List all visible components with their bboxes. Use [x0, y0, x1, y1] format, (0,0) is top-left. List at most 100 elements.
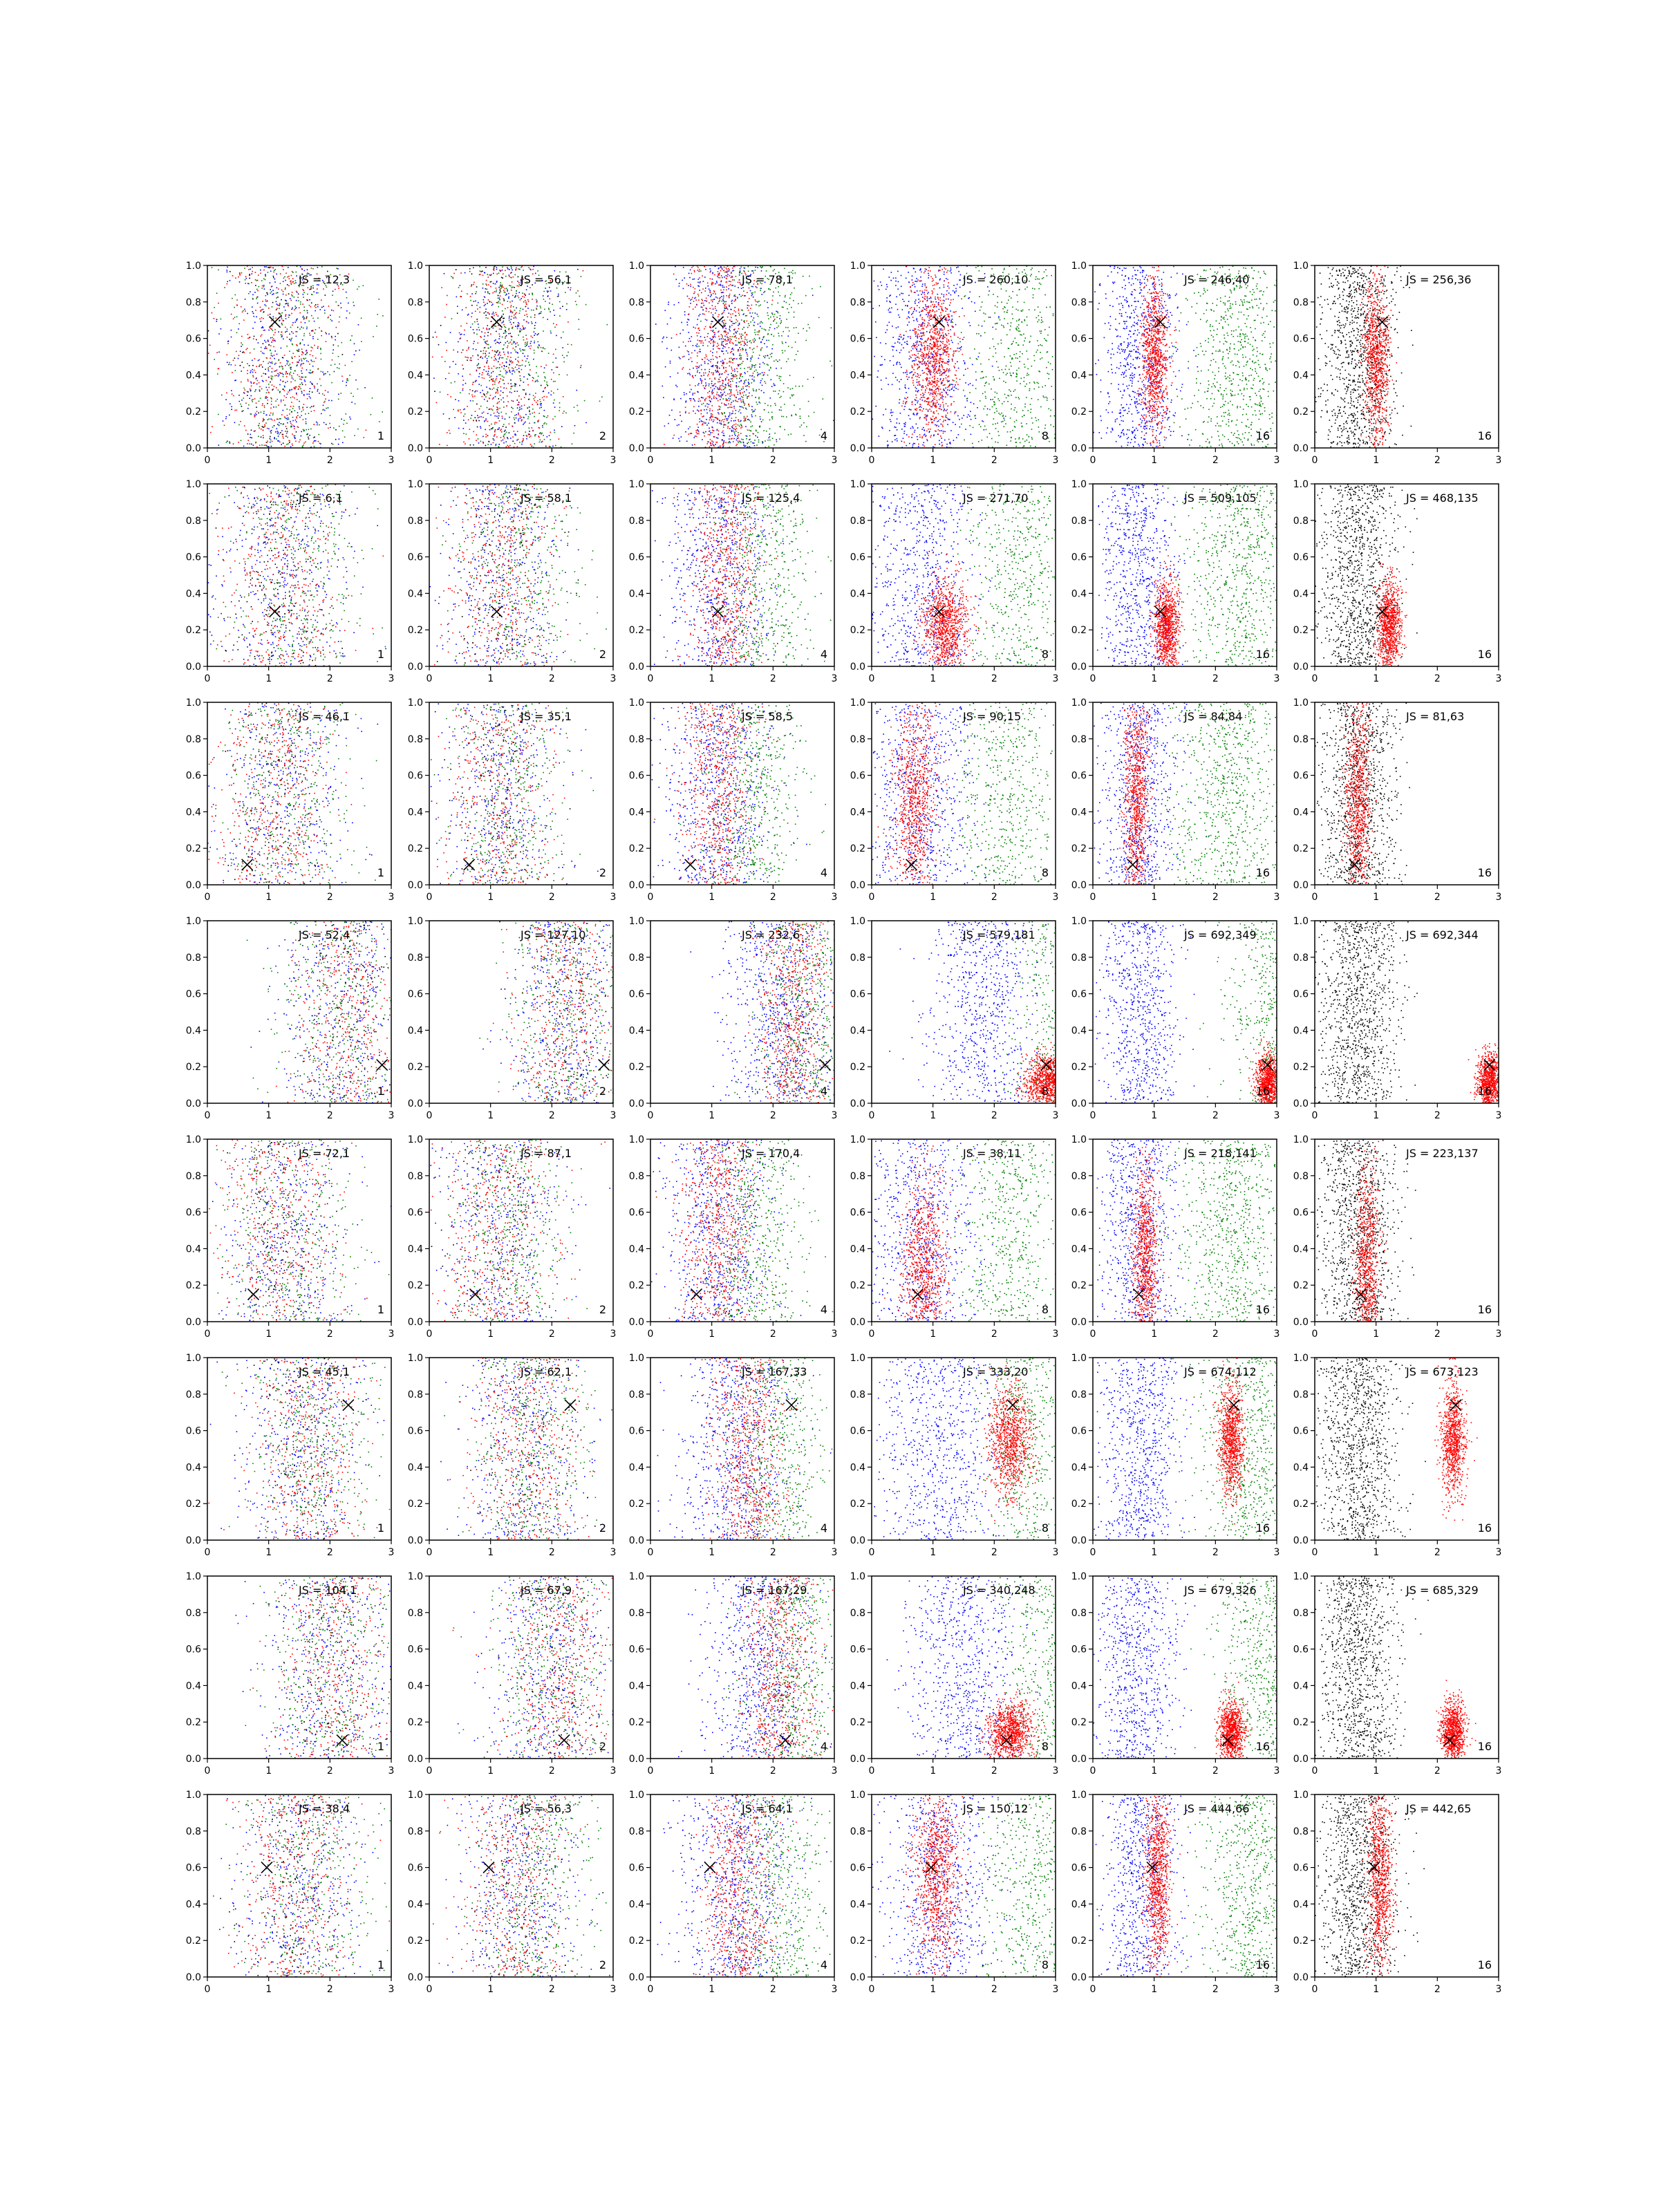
- scatter-point: [753, 325, 754, 326]
- scatter-point: [498, 393, 499, 394]
- scatter-point: [520, 365, 521, 366]
- scatter-point: [705, 431, 706, 433]
- scatter-point: [338, 399, 339, 400]
- scatter-point: [774, 361, 775, 362]
- scatter-point: [767, 333, 769, 335]
- scatter-point: [525, 328, 526, 329]
- scatter-point: [505, 336, 507, 337]
- scatter-point: [477, 308, 478, 310]
- scatter-point: [285, 303, 286, 305]
- scatter-point: [549, 446, 550, 447]
- scatter-point: [254, 415, 256, 417]
- scatter-point: [241, 371, 242, 372]
- scatter-point: [720, 385, 721, 386]
- scatter-point: [249, 365, 250, 366]
- scatter-point: [473, 431, 474, 433]
- scatter-point: [503, 357, 504, 359]
- scatter-point: [278, 359, 279, 361]
- scatter-point: [745, 379, 747, 381]
- scatter-point: [331, 336, 332, 337]
- scatter-point: [736, 428, 738, 429]
- scatter-point: [734, 301, 735, 302]
- scatter-point: [511, 407, 512, 409]
- scatter-point: [543, 295, 544, 297]
- scatter-point: [530, 435, 532, 437]
- scatter-point: [267, 403, 268, 404]
- scatter-point: [561, 337, 562, 339]
- scatter-point: [265, 397, 266, 399]
- scatter-point: [681, 322, 682, 324]
- scatter-point: [531, 341, 532, 342]
- scatter-point: [915, 299, 917, 301]
- scatter-point: [250, 388, 251, 390]
- scatter-point: [506, 366, 507, 367]
- scatter-point: [297, 418, 298, 419]
- scatter-point: [691, 389, 692, 391]
- scatter-point: [789, 330, 790, 332]
- scatter-point: [559, 374, 560, 375]
- scatter-point: [503, 426, 504, 427]
- scatter-point: [477, 321, 478, 322]
- scatter-point: [721, 374, 722, 375]
- scatter-point: [508, 367, 509, 368]
- scatter-point: [270, 408, 272, 409]
- scatter-point: [287, 364, 288, 365]
- scatter-point: [315, 307, 317, 308]
- scatter-point: [261, 327, 263, 328]
- scatter-point: [271, 286, 272, 288]
- scatter-point: [710, 362, 711, 363]
- scatter-point: [243, 410, 244, 411]
- scatter-point: [292, 444, 293, 445]
- scatter-point: [516, 308, 517, 309]
- scatter-point: [297, 364, 298, 366]
- scatter-point: [285, 315, 286, 317]
- scatter-point: [476, 371, 478, 372]
- scatter-point: [509, 424, 510, 425]
- scatter-point: [503, 435, 505, 437]
- scatter-point: [279, 391, 281, 393]
- scatter-point: [709, 302, 710, 303]
- scatter-point: [252, 401, 253, 402]
- scatter-point: [720, 406, 721, 408]
- scatter-point: [472, 400, 474, 402]
- scatter-point: [514, 443, 516, 444]
- scatter-point: [527, 308, 529, 309]
- scatter-point: [713, 421, 714, 422]
- scatter-point: [905, 372, 906, 373]
- scatter-point: [272, 330, 274, 331]
- scatter-point: [503, 274, 504, 275]
- scatter-point: [265, 380, 267, 382]
- scatter-point: [740, 433, 742, 434]
- scatter-point: [713, 290, 715, 292]
- scatter-point: [474, 395, 476, 397]
- scatter-point: [899, 362, 900, 364]
- scatter-point: [244, 309, 245, 310]
- scatter-point: [494, 388, 495, 389]
- scatter-point: [691, 336, 693, 337]
- scatter-point: [905, 388, 906, 389]
- scatter-point: [278, 432, 279, 433]
- scatter-point: [784, 301, 785, 302]
- scatter-point: [270, 283, 271, 284]
- scatter-point: [913, 360, 915, 362]
- scatter-point: [485, 355, 487, 356]
- scatter-point: [734, 294, 735, 296]
- scatter-point: [271, 404, 272, 405]
- scatter-point: [732, 375, 733, 376]
- scatter-point: [581, 276, 582, 277]
- scatter-point: [789, 298, 791, 299]
- scatter-point: [1013, 373, 1014, 374]
- scatter-point: [281, 348, 282, 349]
- scatter-point: [289, 440, 290, 442]
- scatter-point: [534, 325, 536, 326]
- scatter-point: [229, 280, 231, 281]
- scatter-point: [510, 379, 512, 381]
- scatter-point: [263, 270, 265, 271]
- scatter-point: [299, 350, 300, 352]
- scatter-point: [503, 379, 505, 381]
- scatter-point: [577, 290, 579, 292]
- scatter-point: [468, 357, 469, 359]
- scatter-point: [487, 341, 488, 342]
- scatter-point: [541, 385, 542, 386]
- scatter-point: [538, 420, 540, 421]
